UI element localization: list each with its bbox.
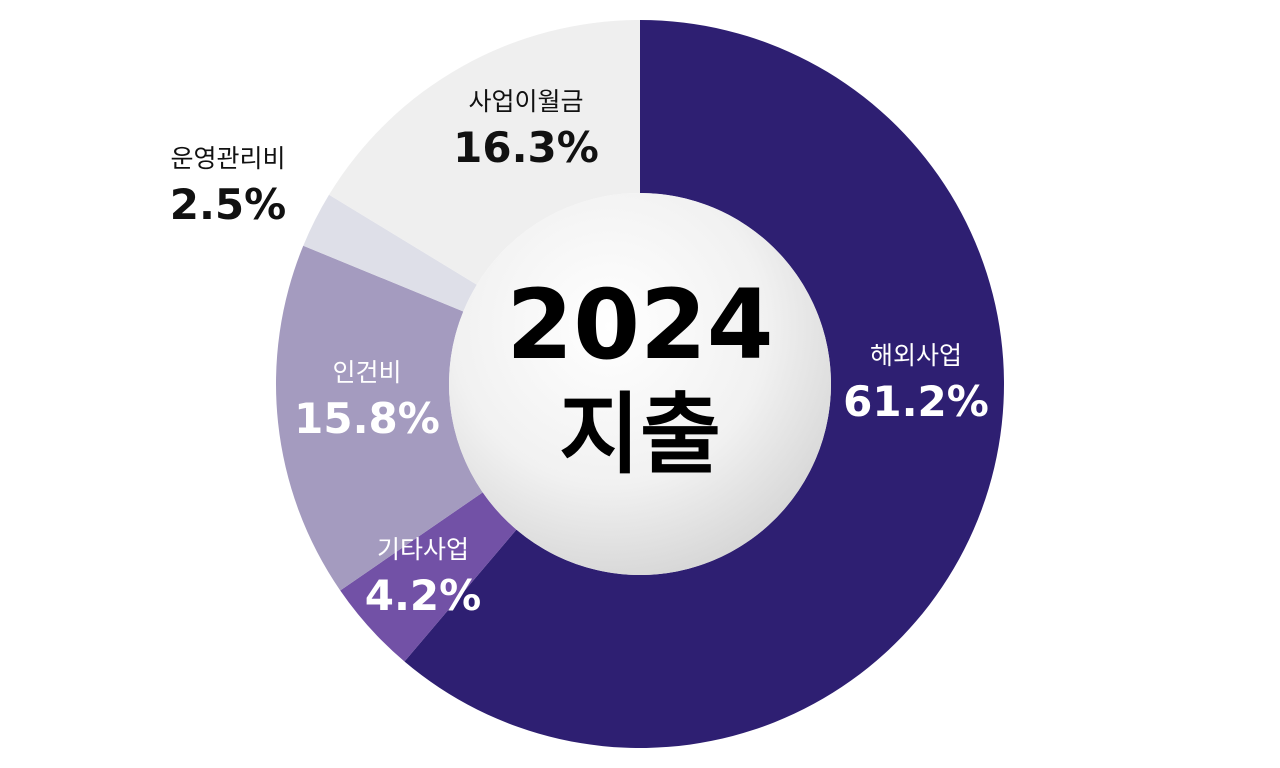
slice-value-2: 15.8% bbox=[294, 394, 440, 443]
slice-value-4: 16.3% bbox=[453, 123, 599, 172]
slice-label-1: 기타사업 bbox=[377, 535, 469, 564]
slice-value-0: 61.2% bbox=[843, 377, 989, 426]
slice-label-2: 인건비 bbox=[332, 358, 401, 387]
slice-label-0: 해외사업 bbox=[870, 341, 962, 370]
slice-4 bbox=[329, 20, 640, 285]
donut-slices bbox=[275, 20, 1005, 748]
slice-labels: 해외사업 61.2% 기타사업 4.2% 인건비 15.8% 운영관리비 2.5% 사업이월금 1… bbox=[170, 87, 989, 620]
slice-0 bbox=[404, 20, 1005, 748]
center-title-year: 2024 bbox=[506, 269, 773, 381]
slice-1 bbox=[340, 492, 517, 662]
slice-label-3: 운영관리비 bbox=[170, 144, 285, 173]
slice-value-1: 4.2% bbox=[365, 571, 481, 620]
slice-value-3: 2.5% bbox=[170, 180, 286, 229]
center-title-label: 지출 bbox=[559, 383, 721, 486]
center-disc bbox=[449, 193, 831, 575]
slice-label-4: 사업이월금 bbox=[468, 87, 583, 116]
slice-2 bbox=[275, 245, 483, 591]
slice-3 bbox=[303, 194, 477, 312]
